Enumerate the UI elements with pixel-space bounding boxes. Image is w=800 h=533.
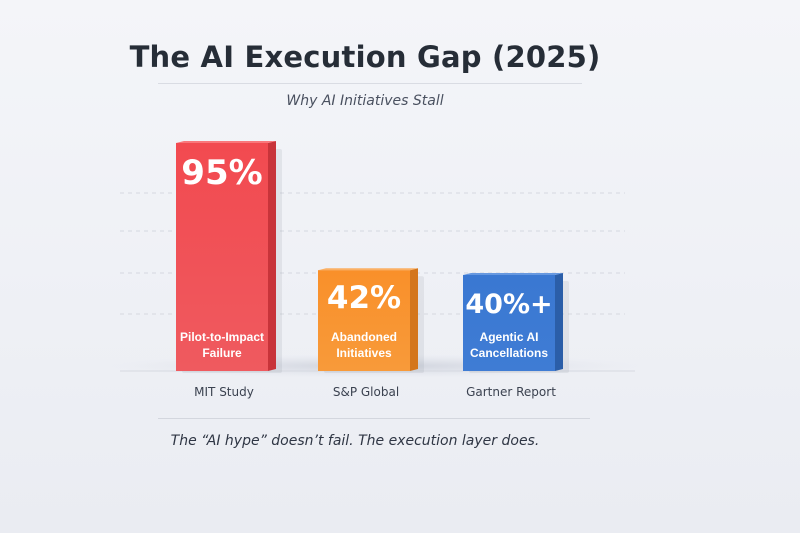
footer-note: The “AI hype” doesn’t fail. The executio… [170, 433, 540, 449]
bar-description-label: Abandoned [331, 330, 397, 344]
bar [318, 270, 410, 371]
bar-side [555, 273, 563, 371]
bar-top [176, 141, 276, 143]
bar-side [410, 268, 418, 371]
bar [463, 275, 555, 371]
title-divider [158, 83, 582, 84]
category-label: S&P Global [333, 385, 399, 399]
category-label: Gartner Report [466, 385, 556, 399]
bar-description-label: Failure [202, 346, 242, 360]
bar-top [318, 268, 418, 271]
bar-group: 95% Pilot-to-Impact Failure [176, 141, 282, 373]
bars: 95% Pilot-to-Impact Failure 42% Abandoned Ini… [176, 141, 569, 373]
chart-title: The AI Execution Gap (2025) [129, 40, 601, 74]
chart-subtitle: Why AI Initiatives Stall [286, 93, 444, 109]
bar-side [268, 141, 276, 371]
bar-value-label: 95% [181, 153, 262, 193]
footer-divider [158, 418, 590, 419]
bar-group: 42% Abandoned Initiatives [318, 268, 424, 373]
bar-description-label: Agentic AI [480, 330, 539, 344]
bar-value-label: 40%+ [465, 289, 552, 320]
bar [176, 143, 268, 371]
bar-description-label: Initiatives [336, 346, 392, 360]
bar-value-label: 42% [327, 280, 401, 316]
category-labels: MIT Study S&P Global Gartner Report [194, 385, 556, 399]
category-label: MIT Study [194, 385, 254, 399]
bar-description-label: Pilot-to-Impact [180, 330, 264, 344]
bar-description-label: Cancellations [470, 346, 548, 360]
bar-top [463, 273, 563, 275]
bar-group: 40%+ Agentic AI Cancellations [463, 273, 569, 373]
